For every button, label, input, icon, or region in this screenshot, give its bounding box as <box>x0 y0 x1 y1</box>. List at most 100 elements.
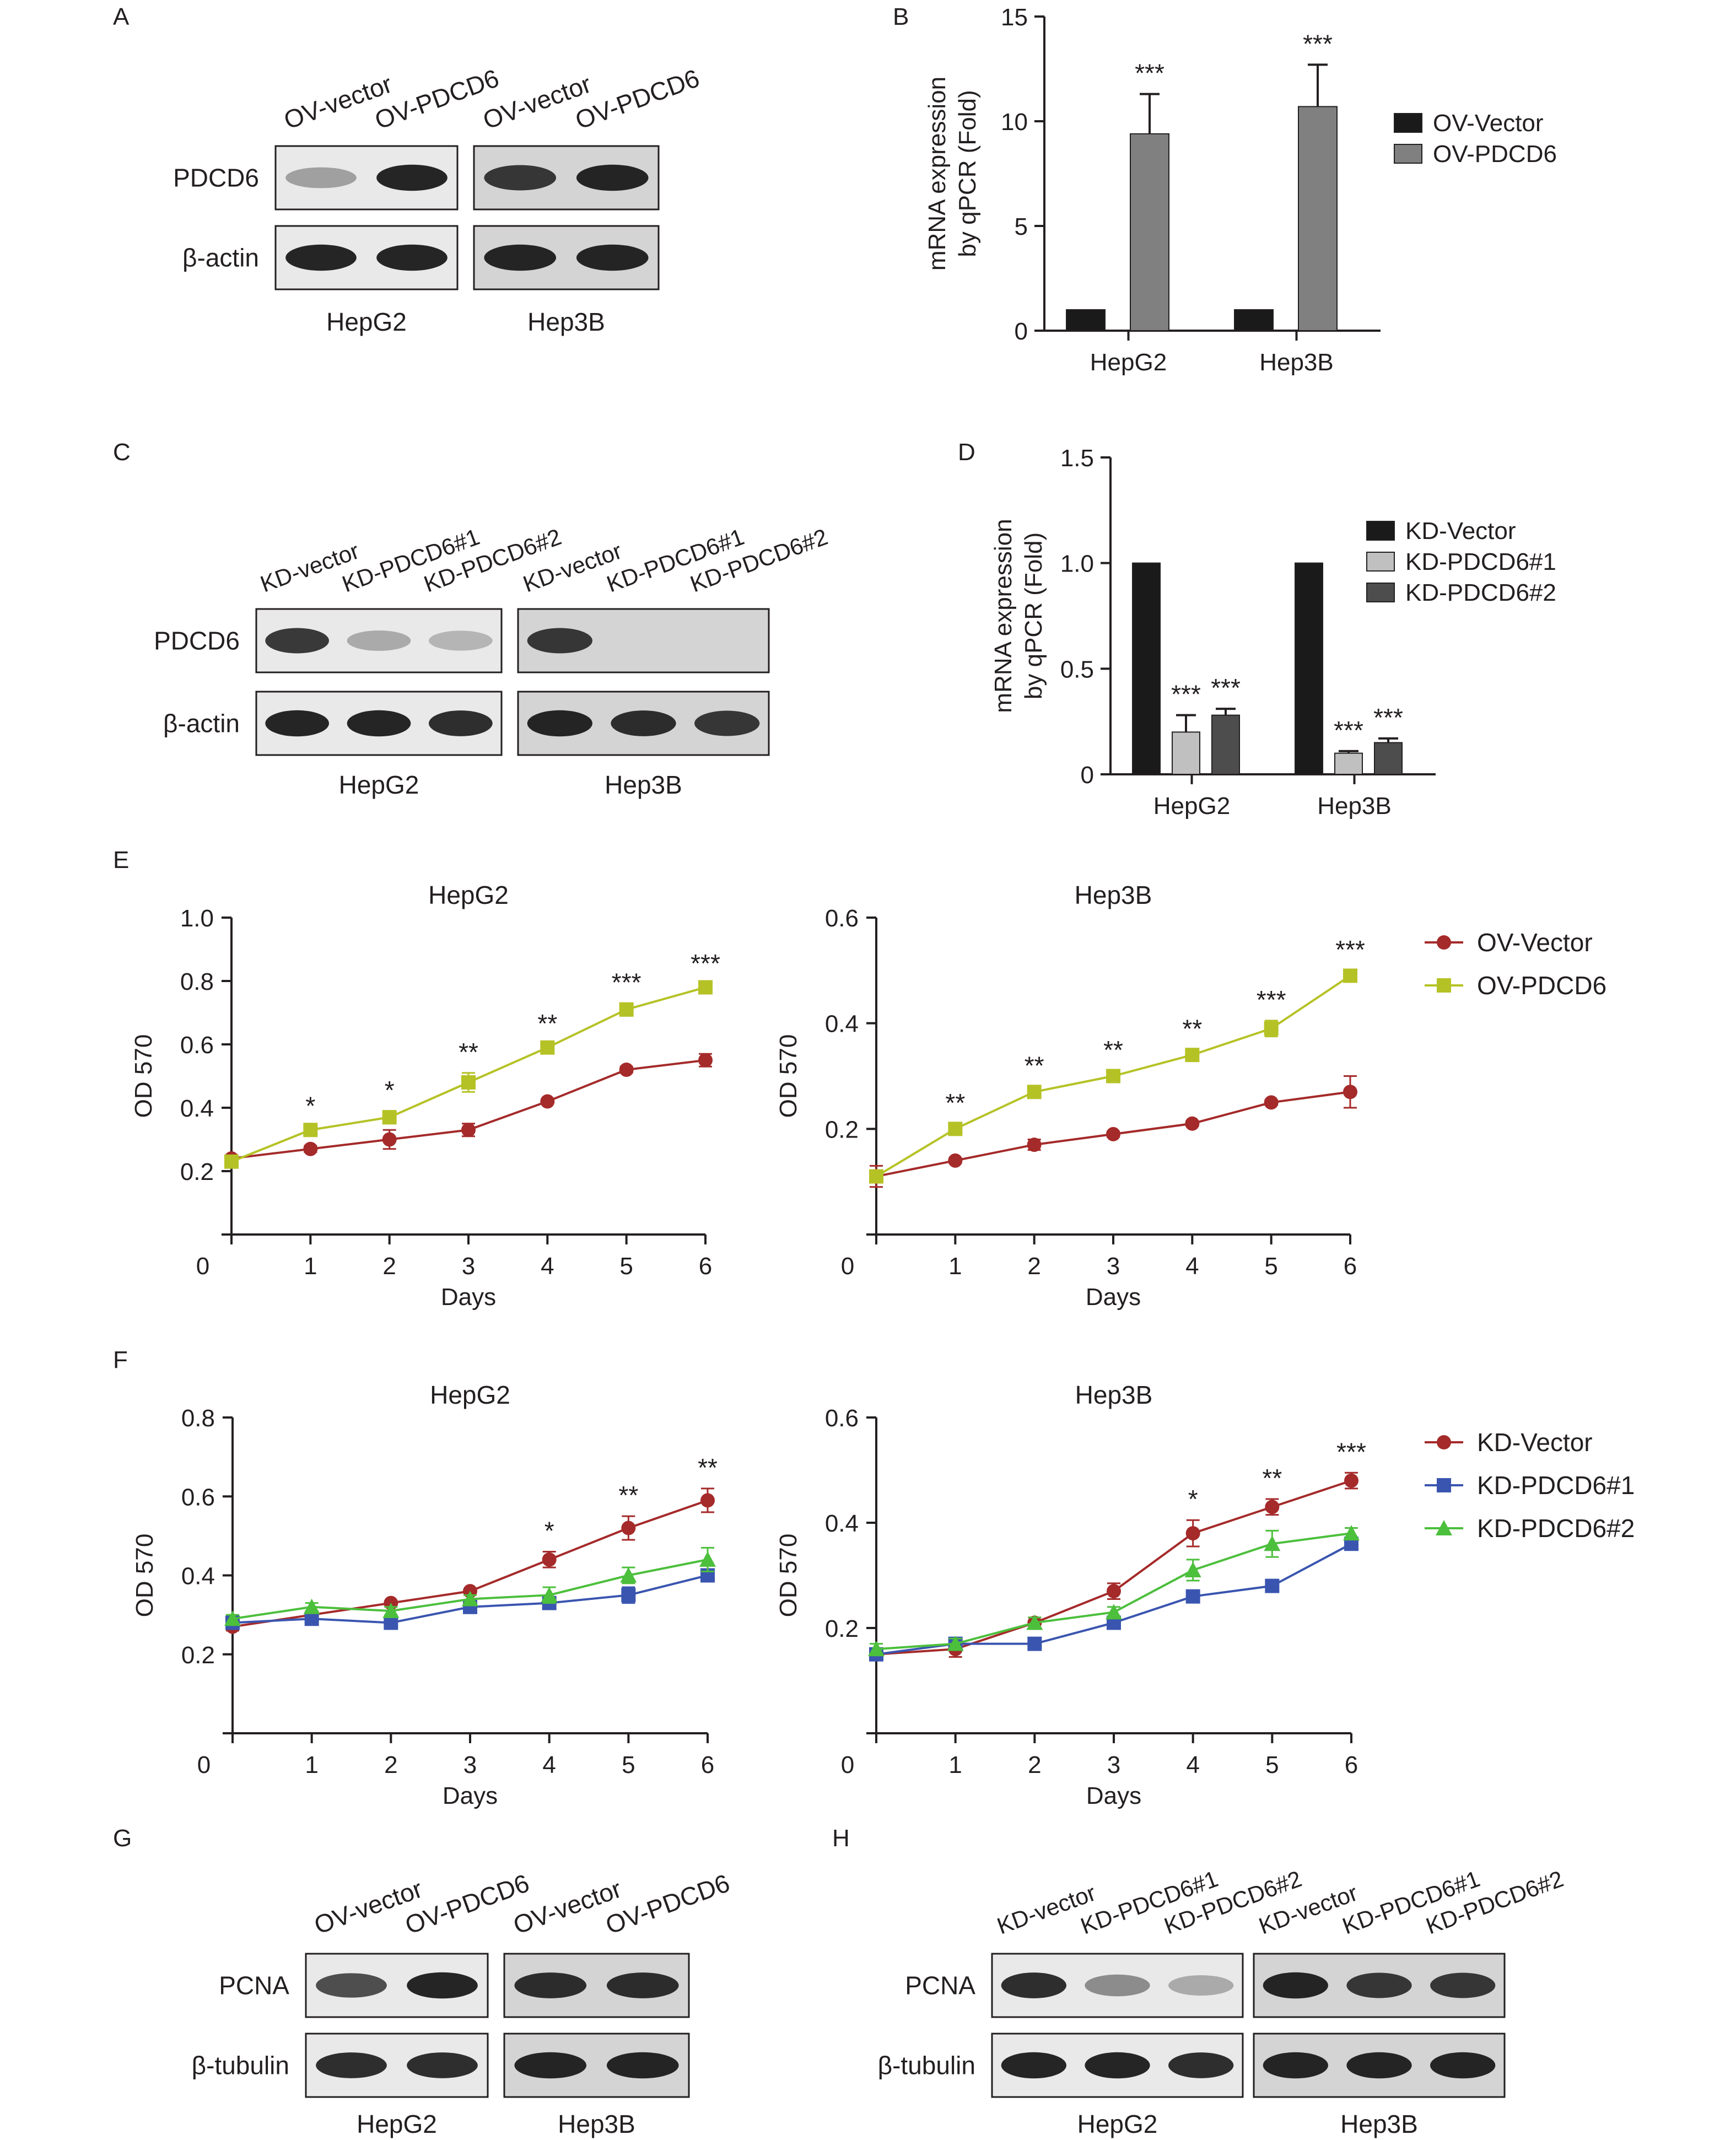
x-tick-label-3: 3 <box>1107 1253 1120 1280</box>
row-label-tubulin: β-tubulin <box>192 2051 289 2080</box>
data-point-kd-pdcd6-1-day-4 <box>1185 1589 1200 1604</box>
significance-label-day-2: ** <box>1025 1052 1044 1080</box>
x-tick-label-6: 6 <box>1345 1751 1358 1778</box>
band-actin-kd-pdcd6-1 <box>347 710 411 737</box>
y-axis-label: OD 570 <box>131 1534 158 1618</box>
y-tick-label-0-2: 0.2 <box>181 1642 215 1669</box>
legend-marker-ov-pdcd6 <box>1437 978 1451 993</box>
panel-label-f: F <box>113 1346 128 1373</box>
data-point-ov-pdcd6-day-0 <box>224 1154 239 1169</box>
band-pdcd6-kd-pdcd6-2 <box>428 630 493 651</box>
data-point-ov-vector-day-6 <box>1343 1085 1357 1099</box>
legend-panel-f: KD-Vector KD-PDCD6#1 KD-PDCD6#2 <box>1425 1428 1635 1543</box>
data-point-ov-vector-day-6 <box>698 1053 713 1068</box>
data-point-ov-pdcd6-day-4 <box>1185 1048 1200 1063</box>
significance-label-day-5: *** <box>1257 985 1286 1014</box>
y-tick-label-0-2: 0.2 <box>825 1615 859 1642</box>
blot-panel-c: KD-vectorKD-PDCD6#1KD-PDCD6#2KD-vectorKD… <box>154 524 831 799</box>
legend-label-kd-vector: KD-Vector <box>1405 518 1516 545</box>
data-point-kd-pdcd6-2-day-6 <box>699 1551 716 1567</box>
data-point-ov-vector-day-5 <box>1264 1095 1279 1110</box>
x-tick-label-hepg2: HepG2 <box>1090 349 1167 376</box>
blot-panel-g: OV-vectorOV-PDCD6OV-vectorOV-PDCD6PCNAβ-… <box>192 1868 734 2138</box>
x-tick-label-0: 0 <box>841 1253 854 1280</box>
data-point-kd-pdcd6-1-day-2 <box>1027 1636 1042 1651</box>
data-point-kd-pdcd6-1-day-5 <box>1265 1578 1280 1593</box>
legend-marker-kd-vector <box>1437 1435 1451 1449</box>
band-pcna-ov-pdcd6 <box>407 1972 478 1999</box>
y-tick-label-0-8: 0.8 <box>180 968 214 995</box>
band-pcna-ov-vector <box>316 1973 387 1998</box>
data-point-kd-pdcd6-2-day-5 <box>1264 1535 1281 1551</box>
legend-label-ov-vector: OV-Vector <box>1477 928 1593 957</box>
legend-marker-ov-vector <box>1437 935 1451 950</box>
x-tick-label-1: 1 <box>305 1751 318 1778</box>
y-tick-label-1-0: 1.0 <box>180 905 214 932</box>
bar-kd-vector-hepg2 <box>1132 562 1161 775</box>
data-point-ov-pdcd6-day-6 <box>1343 968 1357 983</box>
x-tick-label-3: 3 <box>462 1253 475 1280</box>
x-tick-label-4: 4 <box>1186 1751 1199 1778</box>
x-axis-label: Days <box>1086 1782 1141 1809</box>
band-tubulin-kd-pdcd6-2 <box>1168 2052 1234 2078</box>
chart-title: Hep3B <box>1075 1381 1153 1409</box>
band-pcna-kd-pdcd6-1 <box>1346 1972 1412 1998</box>
data-point-kd-pdcd6-2-day-4 <box>1184 1561 1201 1577</box>
legend-swatch-kd-pdcd6-1 <box>1366 552 1395 572</box>
legend-swatch-kd-vector <box>1366 521 1395 541</box>
data-point-kd-pdcd6-2-day-0 <box>868 1641 885 1657</box>
band-pcna-kd-vector <box>1263 1972 1328 1999</box>
data-point-kd-pdcd6-2-day-4 <box>541 1587 558 1603</box>
y-tick-label-0-4: 0.4 <box>825 1510 859 1537</box>
x-tick-label-6: 6 <box>1344 1253 1357 1280</box>
legend-label-kd-pdcd6-2: KD-PDCD6#2 <box>1477 1514 1635 1543</box>
y-tick-label-0-6: 0.6 <box>180 1032 214 1059</box>
y-tick-label-1-0: 1.0 <box>1060 551 1094 578</box>
data-point-ov-pdcd6-day-5 <box>1264 1021 1279 1036</box>
x-tick-label-1: 1 <box>948 1751 962 1778</box>
legend-swatch-ov-vector <box>1394 113 1422 133</box>
y-tick-label-0-6: 0.6 <box>181 1484 215 1511</box>
y-tick-label-0-6: 0.6 <box>825 1405 859 1432</box>
significance-label-day-6: ** <box>698 1453 718 1482</box>
data-point-kd-vector-day-5 <box>621 1521 636 1535</box>
significance-label-day-4: ** <box>537 1009 557 1038</box>
x-tick-label-2: 2 <box>1027 1253 1040 1280</box>
band-actin-kd-pdcd6-2 <box>694 710 760 736</box>
data-point-kd-pdcd6-2-day-2 <box>1026 1614 1043 1630</box>
data-point-ov-vector-day-2 <box>382 1132 397 1147</box>
legend-swatch-ov-pdcd6 <box>1394 144 1422 164</box>
band-actin-ov-pdcd6 <box>576 244 649 271</box>
row-label-pdcd6: PDCD6 <box>173 164 259 192</box>
y-tick-label-0-6: 0.6 <box>825 905 859 932</box>
data-point-ov-pdcd6-day-3 <box>461 1075 476 1090</box>
band-tubulin-kd-vector <box>1001 2052 1066 2079</box>
significance-label: *** <box>1303 29 1333 58</box>
y-axis-label-line-2: by qPCR (Fold) <box>1020 532 1047 699</box>
data-point-kd-pdcd6-2-day-1 <box>303 1598 320 1614</box>
significance-label-day-5: ** <box>618 1481 638 1510</box>
bar-chart-d: 0 0.5 1.0 1.5 mRNA expression by qPCR (Fold) H… <box>990 445 1556 820</box>
legend-label-ov-pdcd6: OV-PDCD6 <box>1433 141 1557 168</box>
band-tubulin-kd-pdcd6-2 <box>1430 2052 1496 2079</box>
data-point-ov-pdcd6-day-1 <box>303 1123 318 1138</box>
chart-title: HepG2 <box>430 1381 510 1409</box>
panel-label-c: C <box>113 439 131 466</box>
y-tick-label-0-4: 0.4 <box>180 1095 214 1122</box>
data-point-ov-pdcd6-day-1 <box>948 1122 963 1136</box>
x-tick-label-0: 0 <box>197 1751 211 1778</box>
data-point-ov-vector-day-3 <box>461 1123 476 1138</box>
chart-title: Hep3B <box>1075 881 1152 909</box>
cell-line-label-hep3b: Hep3B <box>527 308 605 336</box>
y-axis-label-line-1: mRNA expression <box>924 77 951 271</box>
band-pdcd6-kd-pdcd6-1 <box>347 630 411 651</box>
panel-label-a: A <box>113 3 130 30</box>
legend-panel-e: OV-Vector OV-PDCD6 <box>1425 928 1606 1000</box>
cell-line-label-hepg2: HepG2 <box>326 308 407 336</box>
significance-label-day-3: ** <box>1103 1036 1123 1064</box>
cell-line-label-hepg2: HepG2 <box>1077 2110 1158 2138</box>
row-label-pcna: PCNA <box>219 1971 289 2000</box>
significance-label-day-4: * <box>1188 1485 1198 1513</box>
significance-label-day-2: * <box>385 1076 395 1104</box>
